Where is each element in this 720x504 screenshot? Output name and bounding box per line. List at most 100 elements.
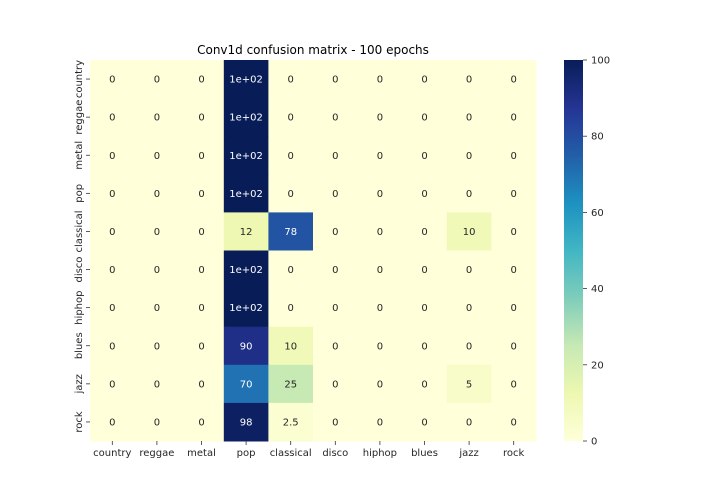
heatmap-cell	[313, 326, 359, 366]
cell-annotation: 0	[511, 113, 517, 124]
cell-annotation: 0	[421, 417, 427, 428]
x-axis: country reggae metal pop classical disco hipho…	[93, 441, 525, 459]
cell-annotation: 0	[109, 227, 115, 238]
y-tick-label: disco	[74, 257, 85, 283]
cell-annotation: 0	[511, 189, 517, 200]
heatmap-cell	[491, 212, 537, 251]
cell-annotation: 0	[154, 113, 160, 124]
cell-annotation: 0	[466, 189, 472, 200]
heatmap-cell	[446, 364, 492, 404]
heatmap-cell	[223, 402, 269, 442]
heatmap-cell	[446, 288, 492, 328]
heatmap-cell	[357, 212, 403, 251]
heatmap-cell	[268, 326, 314, 366]
cell-annotation: 10	[463, 227, 476, 238]
cell-annotation: 0	[377, 417, 383, 428]
heatmap-cell	[134, 364, 180, 404]
cell-annotation: 0	[288, 265, 294, 276]
cell-annotation: 0	[377, 227, 383, 238]
heatmap-cell	[223, 250, 269, 290]
cell-annotation: 5	[466, 379, 472, 390]
heatmap-cell	[268, 212, 314, 251]
heatmap-cell	[90, 174, 136, 213]
heatmap-cell	[446, 212, 492, 251]
heatmap-cell	[90, 364, 136, 404]
cell-annotation: 0	[466, 113, 472, 124]
heatmap-cell	[402, 212, 448, 251]
colorbar-tick-label: 20	[591, 360, 604, 371]
heatmap-cell	[357, 60, 403, 99]
cell-annotation: 1e+02	[229, 265, 263, 276]
cell-annotation: 0	[332, 417, 338, 428]
heatmap-cell	[313, 212, 359, 251]
heatmap-cell	[402, 174, 448, 213]
cell-annotation: 0	[466, 303, 472, 314]
heatmap-cell	[357, 288, 403, 328]
cell-annotation: 1e+02	[229, 303, 263, 314]
y-tick-label: rock	[74, 411, 85, 433]
cell-annotation: 0	[421, 113, 427, 124]
cell-annotation: 0	[466, 75, 472, 86]
cell-annotation: 0	[154, 341, 160, 352]
heatmap-cell	[179, 288, 225, 328]
y-tick-label: reggae	[74, 100, 85, 135]
cell-annotation: 0	[154, 189, 160, 200]
cell-annotation: 70	[240, 379, 253, 390]
heatmap-cell	[223, 98, 269, 137]
cell-annotation: 0	[421, 303, 427, 314]
heatmap-cell	[90, 326, 136, 366]
cell-annotation: 0	[511, 379, 517, 390]
heatmap-cells: 0 0 0 1e+02 0 0 0 0 0 0 0 0 0 1e+02 0 0 0 0 0 0 0 0 0 1e+02 0 0 0 0…	[90, 60, 537, 442]
cell-annotation: 0	[288, 189, 294, 200]
x-tick-label: country	[93, 448, 131, 459]
cell-annotation: 0	[154, 75, 160, 86]
heatmap-cell	[357, 174, 403, 213]
heatmap-cell	[223, 288, 269, 328]
cell-annotation: 0	[288, 151, 294, 162]
cell-annotation: 0	[421, 379, 427, 390]
cell-annotation: 0	[109, 417, 115, 428]
heatmap-cell	[134, 212, 180, 251]
heatmap-cell	[446, 326, 492, 366]
cell-annotation: 0	[109, 189, 115, 200]
cell-annotation: 0	[377, 265, 383, 276]
cell-annotation: 0	[198, 151, 204, 162]
cell-annotation: 0	[332, 341, 338, 352]
x-tick-label: metal	[187, 448, 216, 459]
cell-annotation: 0	[154, 303, 160, 314]
cell-annotation: 0	[332, 189, 338, 200]
heatmap-cell	[179, 212, 225, 251]
y-tick-label: hiphop	[74, 291, 85, 325]
cell-annotation: 0	[466, 341, 472, 352]
heatmap-cell	[357, 326, 403, 366]
cell-annotation: 0	[377, 75, 383, 86]
cell-annotation: 0	[421, 227, 427, 238]
heatmap-cell	[491, 326, 537, 366]
heatmap-cell	[313, 402, 359, 442]
x-tick-label: pop	[237, 448, 256, 459]
cell-annotation: 10	[284, 341, 297, 352]
colorbar-tick-label: 60	[591, 208, 604, 219]
y-axis: country reggae metal pop classical disco hipho…	[74, 60, 90, 433]
y-tick-label: jazz	[74, 374, 85, 394]
cell-annotation: 0	[154, 417, 160, 428]
cell-annotation: 0	[109, 113, 115, 124]
colorbar-tick-label: 80	[591, 132, 604, 143]
heatmap-cell	[179, 250, 225, 290]
cell-annotation: 0	[198, 113, 204, 124]
cell-annotation: 0	[332, 151, 338, 162]
heatmap-cell	[313, 288, 359, 328]
heatmap-cell	[90, 402, 136, 442]
heatmap-cell	[134, 98, 180, 137]
cell-annotation: 0	[421, 265, 427, 276]
heatmap-cell	[134, 174, 180, 213]
cell-annotation: 2.5	[283, 417, 299, 428]
cell-annotation: 0	[511, 227, 517, 238]
heatmap-cell	[268, 98, 314, 137]
heatmap-cell	[313, 174, 359, 213]
heatmap-cell	[179, 326, 225, 366]
cell-annotation: 0	[466, 417, 472, 428]
colorbar-tick-label: 40	[591, 284, 604, 295]
cell-annotation: 0	[288, 113, 294, 124]
cell-annotation: 0	[109, 265, 115, 276]
